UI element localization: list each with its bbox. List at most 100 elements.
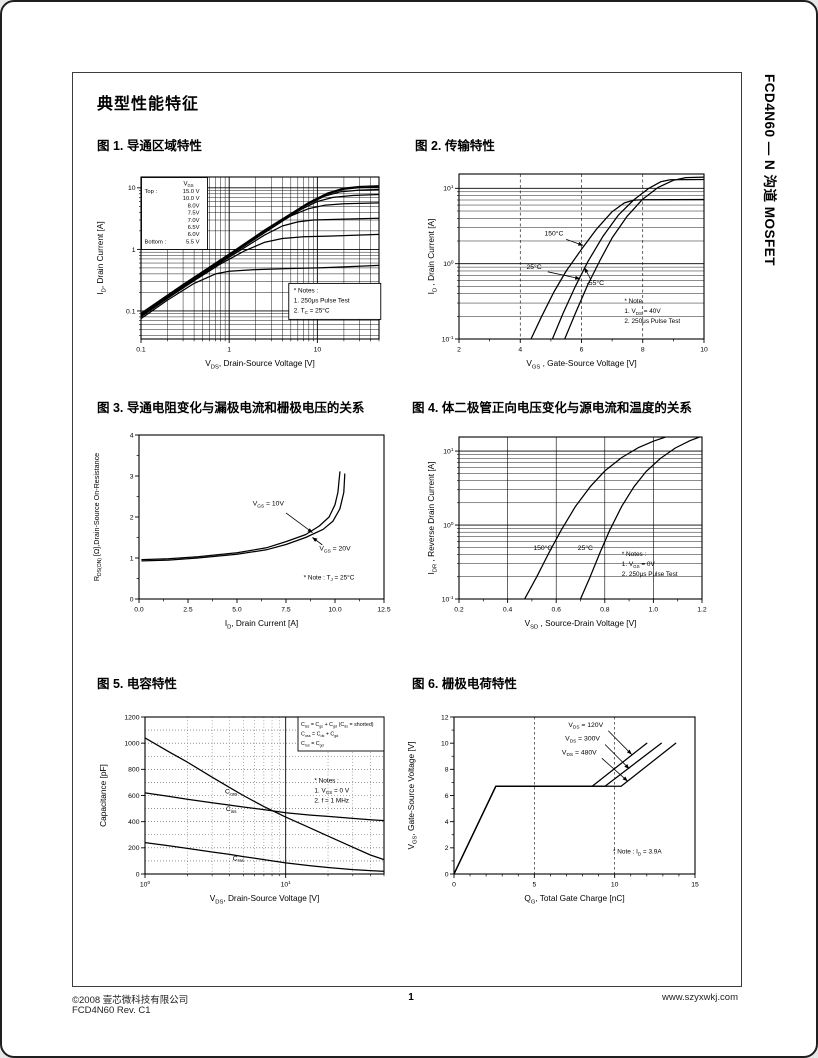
svg-text:1000: 1000 (124, 741, 139, 748)
svg-text:7.0V: 7.0V (188, 218, 200, 224)
svg-text:1200: 1200 (124, 714, 139, 721)
svg-text:2: 2 (130, 514, 134, 521)
svg-text:1.2: 1.2 (697, 607, 707, 614)
svg-text:150°C: 150°C (544, 230, 563, 238)
svg-text:VGS​: VGS​ (183, 182, 193, 189)
svg-text:VDS​, Drain-Source Voltage [V]: VDS​, Drain-Source Voltage [V] (210, 893, 320, 905)
svg-text:10: 10 (700, 347, 708, 354)
svg-text:Crss​: Crss​ (233, 855, 245, 864)
svg-text:4: 4 (445, 819, 449, 826)
svg-text:12.5: 12.5 (377, 607, 390, 614)
svg-text:1: 1 (227, 347, 231, 354)
figure-6-chart: 0 5 10 15 0 2 4 6 8 10 12 QG​, Total Gate Charge [n… (398, 703, 712, 918)
svg-text:1. VGS​ = 0V: 1. VGS​ = 0V (622, 561, 656, 569)
svg-text:Bottom :: Bottom : (145, 239, 167, 245)
svg-text:ID​, Drain Current [A]: ID​, Drain Current [A] (225, 618, 298, 630)
svg-text:ID​ , Drain Current [A]: ID​ , Drain Current [A] (426, 219, 438, 295)
svg-text:Coss​: Coss​ (225, 789, 238, 798)
svg-text:1. 250μs Pulse Test: 1. 250μs Pulse Test (294, 297, 350, 304)
svg-text:Ciss​ = Cgs​ + Cgd​ (Cds​ = sh: Ciss​ = Cgs​ + Cgd​ (Cds​ = shorted) (301, 722, 374, 728)
svg-text:Capacitance [pF]: Capacitance [pF] (98, 764, 108, 827)
footer-page-number: 1 (408, 992, 414, 1003)
svg-text:* Note : ID​ = 3.9A: * Note : ID​ = 3.9A (613, 849, 662, 857)
svg-text:* Notes :: * Notes : (314, 777, 339, 784)
svg-text:0.6: 0.6 (551, 607, 561, 614)
svg-text:5.0: 5.0 (232, 607, 242, 614)
svg-text:800: 800 (128, 767, 140, 774)
svg-text:2. f = 1 MHz: 2. f = 1 MHz (314, 797, 349, 804)
svg-text:0: 0 (452, 882, 456, 889)
svg-text:2. TC​ = 25°C: 2. TC​ = 25°C (294, 306, 330, 315)
svg-text:101​: 101​ (443, 447, 454, 456)
figure-1-chart: 0.1 1 10 0.1 1 10 VDS​, Drain-Source Voltage [… (87, 165, 402, 385)
svg-text:4: 4 (518, 347, 522, 354)
svg-text:10.0 V: 10.0 V (183, 196, 200, 202)
svg-text:* Note: * Note (624, 298, 642, 305)
svg-text:15.0 V: 15.0 V (183, 189, 200, 195)
svg-text:6.5V: 6.5V (188, 225, 200, 231)
svg-text:2.5: 2.5 (183, 607, 193, 614)
svg-text:2: 2 (457, 347, 461, 354)
svg-text:10: 10 (611, 882, 619, 889)
svg-text:6.0V: 6.0V (188, 232, 200, 238)
page-title: 典型性能特征 (97, 96, 200, 113)
svg-text:25°C: 25°C (578, 544, 593, 552)
svg-text:1. VGS​ = 0 V: 1. VGS​ = 0 V (314, 787, 349, 795)
svg-text:1: 1 (130, 555, 134, 562)
svg-text:10-1​: 10-1​ (442, 335, 454, 344)
svg-text:3: 3 (130, 473, 134, 480)
side-part-number-label: FCD4N60 — N 沟道 MOSFET (762, 74, 777, 267)
svg-text:101​: 101​ (281, 880, 292, 889)
content-frame (72, 72, 742, 987)
svg-text:VGS​, Gate-Source Voltage [V]: VGS​, Gate-Source Voltage [V] (406, 741, 418, 849)
svg-text:0.1: 0.1 (136, 347, 146, 354)
svg-text:6: 6 (445, 793, 449, 800)
svg-text:2. 250μs Pulse Test: 2. 250μs Pulse Test (622, 571, 678, 578)
figure-6-title: 图 6. 栅极电荷特性 (412, 677, 517, 691)
svg-text:100​: 100​ (140, 880, 151, 889)
svg-text:7.5V: 7.5V (188, 211, 200, 217)
svg-text:8.0V: 8.0V (188, 203, 200, 209)
svg-text:10: 10 (441, 741, 449, 748)
svg-text:1.0: 1.0 (649, 607, 659, 614)
figure-2-title: 图 2. 传输特性 (415, 139, 495, 153)
figure-4-chart: 0.2 0.4 0.6 0.8 1.0 1.2 10-1​ 100​ 101​ VSD​ , So… (420, 425, 720, 644)
svg-text:6: 6 (580, 347, 584, 354)
svg-text:8: 8 (641, 347, 645, 354)
svg-text:101​: 101​ (443, 184, 454, 193)
svg-text:Coss​ = Cds​ + Cgd​: Coss​ = Cds​ + Cgd​ (301, 732, 338, 738)
svg-text:Crss​ = Cgd​: Crss​ = Cgd​ (301, 741, 324, 747)
svg-text:400: 400 (128, 819, 140, 826)
svg-text:7.5: 7.5 (281, 607, 291, 614)
svg-text:0: 0 (445, 871, 449, 878)
svg-text:5: 5 (532, 882, 536, 889)
svg-text:0.8: 0.8 (600, 607, 610, 614)
svg-text:5.5 V: 5.5 V (186, 239, 200, 245)
svg-text:QG​, Total Gate Charge [nC]: QG​, Total Gate Charge [nC] (524, 893, 624, 905)
svg-text:200: 200 (128, 845, 140, 852)
svg-text:ID​, Drain Current [A]: ID​, Drain Current [A] (95, 221, 107, 294)
svg-text:2. 250μs Pulse Test: 2. 250μs Pulse Test (624, 318, 680, 325)
svg-text:VDS​ = 120V: VDS​ = 120V (568, 722, 603, 731)
svg-text:0.1: 0.1 (126, 308, 136, 315)
svg-text:VGS​ = 20V: VGS​ = 20V (319, 546, 351, 555)
svg-text:Top :: Top : (145, 189, 158, 195)
svg-text:0.4: 0.4 (503, 607, 513, 614)
svg-text:IDR​ , Reverse Drain Current: IDR​ , Reverse Drain Current [A] (426, 461, 438, 574)
svg-text:25°C: 25°C (526, 263, 541, 271)
svg-text:100​: 100​ (443, 259, 454, 268)
svg-text:-55°C: -55°C (587, 279, 605, 287)
svg-text:100​: 100​ (443, 521, 454, 530)
svg-text:0: 0 (136, 871, 140, 878)
figure-2-chart: 2 4 6 8 10 10-1​ 100​ 101​ VGS​ , Gate-Source Vo… (420, 162, 720, 385)
svg-text:VDS​ = 300V: VDS​ = 300V (565, 736, 600, 745)
svg-text:8: 8 (445, 767, 449, 774)
svg-text:VDS​, Drain-Source Voltage [V]: VDS​, Drain-Source Voltage [V] (205, 358, 315, 370)
svg-text:VDS​ = 480V: VDS​ = 480V (562, 749, 597, 758)
svg-text:VGS​ , Gate-Source Voltage [V: VGS​ , Gate-Source Voltage [V] (526, 358, 636, 370)
svg-text:* Notes :: * Notes : (294, 287, 319, 294)
figure-5-chart: 100​ 101​ 0 200 400 600 800 1000 1200 VDS​, Drain… (88, 703, 400, 918)
figure-1-title: 图 1. 导通区域特性 (97, 139, 202, 153)
footer-website: www.szyxwkj.com (661, 992, 738, 1003)
figure-3-chart: 0.0 2.5 5.0 7.5 10.0 12.5 0 1 2 3 4 ID​, Drain Curr… (85, 423, 401, 644)
